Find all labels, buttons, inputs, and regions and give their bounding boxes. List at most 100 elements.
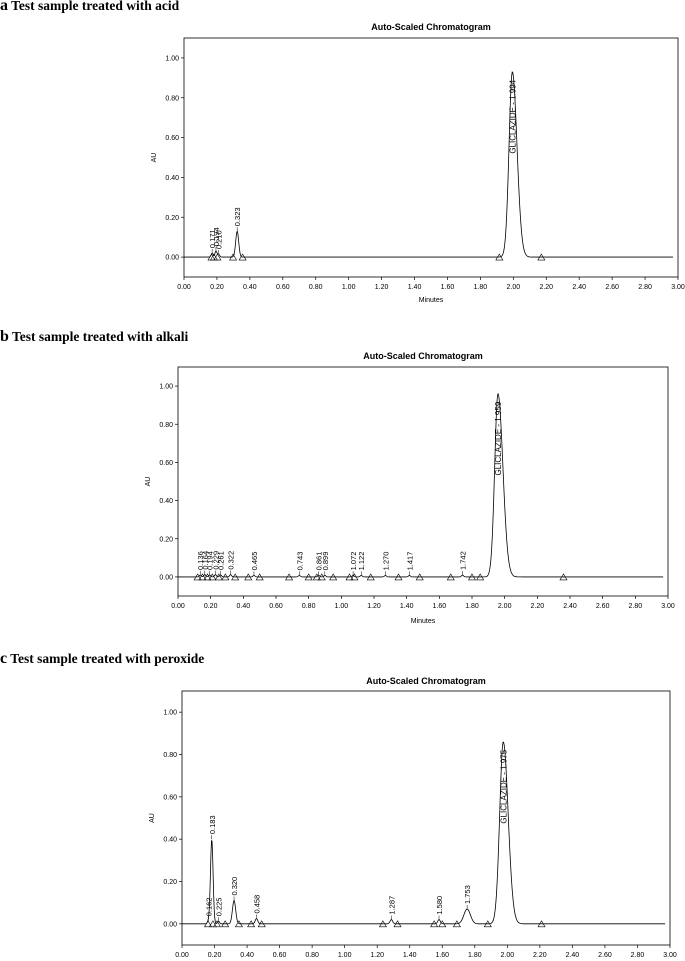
x-tick-label: 3.00	[671, 284, 685, 291]
peak-marker	[393, 920, 402, 928]
peak-marker	[430, 920, 439, 928]
x-tick-label: 1.00	[338, 952, 352, 959]
peak-label: 0.320	[230, 877, 239, 896]
peak-marker	[221, 573, 230, 581]
panel-a-letter: a	[0, 0, 8, 14]
plot-frame	[183, 37, 679, 278]
x-tick-label: 2.20	[531, 603, 545, 610]
x-tick-label: 0.60	[273, 952, 287, 959]
peak-marker	[221, 920, 230, 928]
x-axis-label: Minutes	[419, 297, 444, 304]
chart-title: Auto-Scaled Chromatogram	[363, 351, 483, 361]
x-tick-label: 2.60	[598, 952, 612, 959]
peak-marker	[476, 573, 485, 581]
peak-marker	[394, 573, 403, 581]
x-tick-label: 1.40	[400, 603, 414, 610]
x-tick-label: 0.40	[237, 603, 251, 610]
y-tick-label: 0.40	[165, 175, 179, 182]
panel-c-letter: c	[0, 650, 8, 667]
x-tick-label: 0.80	[302, 603, 316, 610]
x-tick-label: 2.00	[498, 603, 512, 610]
x-axis-label: Minutes	[411, 618, 436, 625]
peak-marker	[312, 573, 321, 581]
y-tick-label: 0.20	[159, 536, 173, 543]
peak-label: 0.899	[321, 552, 330, 571]
peak-marker	[415, 573, 424, 581]
peak-label: 1.122	[357, 552, 366, 571]
y-tick-label: 0.40	[163, 837, 177, 844]
peak-marker	[204, 920, 213, 928]
peak-label: 0.136	[196, 551, 205, 570]
y-axis-label: AU	[145, 477, 152, 487]
x-tick-label: 1.60	[441, 284, 455, 291]
peak-marker	[234, 920, 243, 928]
panel-c-caption-text: Test sample treated with peroxide	[10, 651, 205, 666]
x-tick-label: 2.00	[507, 284, 521, 291]
peak-label: 0.194	[206, 551, 215, 570]
peak-label: 0.261	[217, 551, 226, 570]
peak-marker	[214, 573, 223, 581]
peak-label: 0.322	[227, 551, 236, 570]
peak-label: 0.171	[208, 229, 217, 248]
peak-marker	[438, 920, 447, 928]
chart-b: Auto-Scaled Chromatogram 0.00 0.20 0.40 0.60…	[145, 351, 675, 625]
x-tick-label: 2.80	[631, 952, 645, 959]
x-tick-label: 2.20	[533, 952, 547, 959]
peak-label: 0.164	[201, 551, 210, 570]
x-tick-label: 2.80	[629, 603, 643, 610]
peak-label: 0.210	[215, 230, 224, 249]
y-tick-label: 0.00	[163, 921, 177, 928]
peak-marker	[198, 573, 207, 581]
x-tick-label: 1.20	[367, 603, 381, 610]
peak-marker	[366, 573, 375, 581]
peak-label: 0.229	[211, 551, 220, 570]
y-axis-label: AU	[151, 153, 158, 163]
y-tick-label: 0.40	[159, 498, 173, 505]
peak-label: 1.072	[349, 552, 358, 571]
peak-label: 0.743	[295, 552, 304, 571]
plot-frame	[177, 366, 669, 597]
panel-b-caption-text: Test sample treated with alkali	[12, 329, 189, 344]
x-tick-label: 1.20	[375, 284, 389, 291]
x-tick-label: 0.80	[305, 952, 319, 959]
chart-a: Auto-Scaled Chromatogram 0.00 0.20 0.40 0.60…	[151, 22, 685, 304]
peak-label: 1.270	[381, 552, 390, 571]
peak-marker	[255, 573, 264, 581]
peak-marker	[193, 573, 202, 581]
peak-label: 0.465	[250, 552, 259, 571]
peak-label: 0.225	[215, 898, 224, 917]
x-tick-label: 0.80	[309, 284, 323, 291]
panel-c-caption: c Test sample treated with peroxide	[0, 650, 204, 668]
peak-label: 1.580	[435, 896, 444, 915]
peak-marker	[559, 573, 568, 581]
peak-marker	[208, 573, 217, 581]
x-tick-label: 2.60	[605, 284, 619, 291]
x-tick-label: 0.20	[204, 603, 218, 610]
peak-marker	[213, 253, 222, 261]
x-tick-label: 0.60	[276, 284, 290, 291]
peak-label: 1.287	[387, 896, 396, 915]
y-tick-label: 0.80	[165, 95, 179, 102]
peak-marker	[537, 253, 546, 261]
x-tick-label: 2.40	[566, 952, 580, 959]
peak-marker	[329, 573, 338, 581]
y-tick-label: 0.60	[165, 135, 179, 142]
peak-marker	[378, 920, 387, 928]
x-tick-label: 2.40	[572, 284, 586, 291]
x-tick-label: 0.40	[240, 952, 254, 959]
chart-title: Auto-Scaled Chromatogram	[371, 22, 491, 32]
chromatogram-trace	[184, 71, 674, 258]
y-tick-label: 0.60	[163, 794, 177, 801]
y-tick-label: 1.00	[165, 55, 179, 62]
x-tick-label: 0.00	[175, 952, 189, 959]
chromatogram-trace	[178, 392, 664, 578]
x-tick-label: 2.20	[539, 284, 553, 291]
x-tick-label: 0.40	[243, 284, 257, 291]
peak-label-gliclazide: GLICLAZIDE - 1.959	[494, 401, 503, 475]
peak-marker	[345, 573, 354, 581]
peak-marker	[483, 920, 492, 928]
peak-marker	[257, 920, 266, 928]
peak-marker	[231, 573, 240, 581]
peak-marker	[446, 573, 455, 581]
peak-marker	[208, 920, 217, 928]
